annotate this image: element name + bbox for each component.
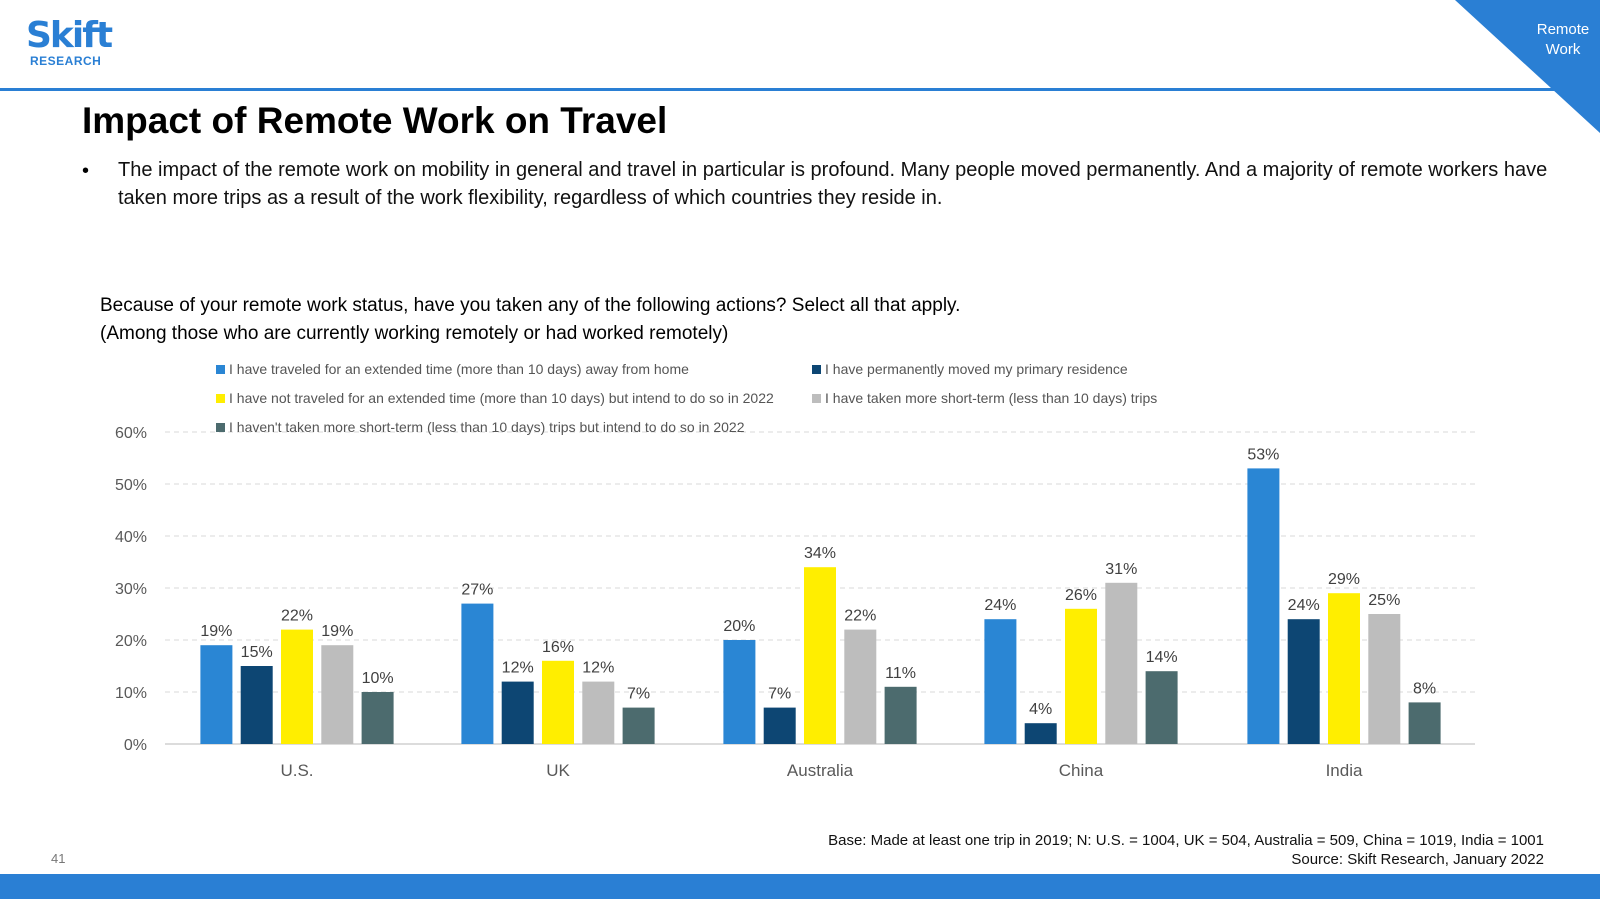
summary-bullet: The impact of the remote work on mobilit… [118, 159, 1548, 209]
legend-swatch [216, 393, 225, 403]
data-label: 19% [321, 623, 353, 640]
bar [1287, 619, 1320, 744]
data-label: 22% [844, 608, 876, 625]
data-label: 7% [768, 686, 791, 703]
bar [1408, 702, 1441, 744]
legend-swatch [812, 364, 821, 374]
legend-item: I have traveled for an extended time (mo… [216, 361, 689, 377]
data-label: 8% [1413, 680, 1436, 697]
bar [884, 686, 917, 744]
legend-label: I haven't taken more short-term (less th… [229, 419, 745, 435]
page-title: Impact of Remote Work on Travel [82, 100, 668, 141]
header-divider [0, 88, 1600, 91]
data-label: 25% [1368, 592, 1400, 609]
bar [622, 707, 655, 744]
data-label: 24% [984, 597, 1016, 614]
data-label: 27% [461, 582, 493, 599]
legend-swatch [812, 393, 821, 403]
data-label: 53% [1247, 446, 1279, 463]
survey-question-line1: Because of your remote work status, have… [100, 295, 961, 316]
bar [1247, 468, 1280, 744]
base-note-line1: Base: Made at least one trip in 2019; N:… [828, 832, 1544, 849]
data-label: 11% [885, 665, 916, 682]
base-note: Base: Made at least one trip in 2019; N:… [828, 831, 1544, 869]
bar [1024, 723, 1057, 744]
data-label: 20% [723, 618, 755, 635]
data-label: 19% [200, 623, 232, 640]
y-tick-label: 30% [115, 581, 147, 598]
category-label: UK [546, 761, 570, 780]
data-label: 26% [1065, 587, 1097, 604]
bar [1105, 582, 1138, 744]
legend-label: I have taken more short-term (less than … [825, 390, 1158, 406]
category-label: Australia [787, 761, 854, 780]
bar [1328, 593, 1360, 744]
bar [1368, 614, 1401, 744]
section-tag: Remote Work [1528, 20, 1598, 60]
legend-label: I have permanently moved my primary resi… [825, 361, 1128, 377]
category-label: U.S. [280, 761, 313, 780]
bar [200, 645, 233, 744]
bar [240, 666, 273, 744]
bar [321, 645, 354, 744]
survey-question-line2: (Among those who are currently working r… [100, 323, 729, 344]
bar [984, 619, 1017, 744]
footer-bar [0, 874, 1600, 899]
legend-item: I have permanently moved my primary resi… [812, 361, 1128, 377]
legend-item: I have not traveled for an extended time… [216, 390, 774, 406]
legend-item: I have taken more short-term (less than … [812, 390, 1157, 406]
data-label: 12% [502, 660, 534, 677]
data-label: 34% [804, 545, 836, 562]
data-label: 31% [1105, 561, 1137, 578]
bar [361, 692, 394, 744]
bar [1145, 671, 1178, 744]
legend-swatch [216, 422, 225, 432]
bar [501, 681, 534, 744]
bullet-marker: • [82, 160, 90, 182]
survey-question: Because of your remote work status, have… [100, 292, 960, 348]
data-label: 22% [281, 608, 313, 625]
y-tick-label: 20% [115, 633, 147, 650]
legend-label: I have not traveled for an extended time… [229, 390, 774, 406]
data-label: 15% [241, 644, 273, 661]
data-label: 10% [362, 670, 394, 687]
y-tick-label: 10% [115, 685, 147, 702]
logo-subtitle: RESEARCH [30, 54, 102, 68]
source-line: Source: Skift Research, January 2022 [1291, 851, 1544, 868]
bar [461, 603, 494, 744]
y-tick-label: 50% [115, 477, 147, 494]
data-label: 7% [627, 686, 650, 703]
data-label: 29% [1328, 571, 1360, 588]
data-label: 4% [1029, 701, 1052, 718]
legend-swatch [216, 364, 225, 374]
data-label: 14% [1146, 649, 1178, 666]
logo-wordmark: Skift [26, 15, 113, 56]
bar [763, 707, 796, 744]
bar [1065, 608, 1097, 744]
legend-item: I haven't taken more short-term (less th… [216, 419, 745, 435]
y-tick-label: 60% [115, 425, 147, 442]
y-tick-label: 40% [115, 529, 147, 546]
bar [804, 567, 836, 744]
section-tag-line1: Remote [1536, 21, 1590, 38]
data-label: 16% [542, 639, 574, 656]
bar [844, 629, 877, 744]
data-label: 12% [582, 660, 614, 677]
legend-label: I have traveled for an extended time (mo… [229, 361, 689, 377]
bar [723, 640, 756, 744]
section-tag-line2: Work [1545, 41, 1581, 58]
page-number: 41 [51, 851, 66, 866]
bar [281, 629, 313, 744]
y-tick-label: 0% [124, 737, 147, 754]
category-label: India [1326, 761, 1363, 780]
bar [582, 681, 615, 744]
category-label: China [1059, 761, 1104, 780]
skift-research-logo: Skift RESEARCH [26, 15, 113, 69]
bar [542, 660, 574, 744]
data-label: 24% [1288, 597, 1320, 614]
